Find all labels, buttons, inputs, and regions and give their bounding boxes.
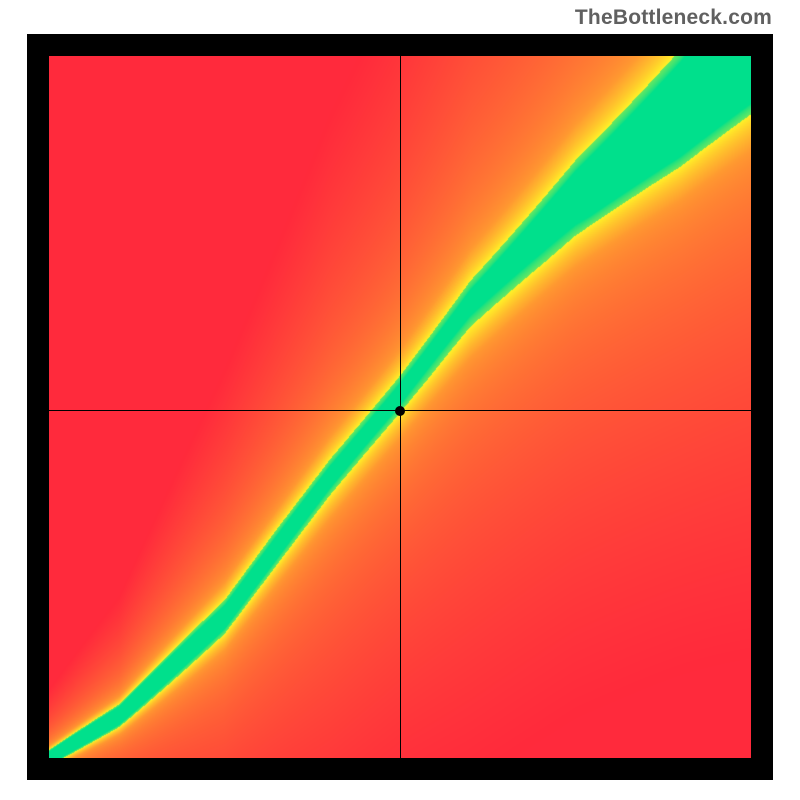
attribution-text: TheBottleneck.com: [575, 6, 772, 30]
plot-frame: [27, 34, 773, 780]
crosshair-marker: [395, 406, 405, 416]
chart-container: TheBottleneck.com: [0, 0, 800, 800]
plot-area: [49, 56, 751, 758]
